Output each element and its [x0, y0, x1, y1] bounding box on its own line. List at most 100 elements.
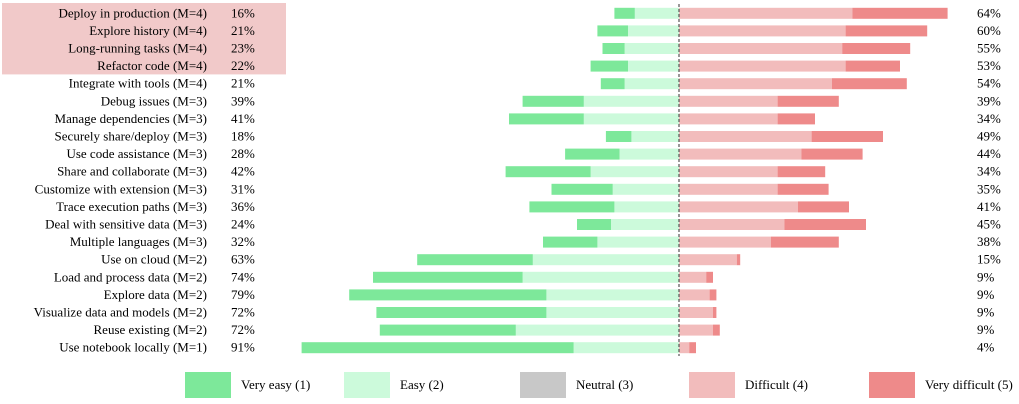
bar-very-easy — [301, 342, 574, 354]
right-percent-label: 55% — [977, 41, 1001, 56]
right-percent-label: 9% — [977, 287, 995, 302]
legend-item: Very difficult (5) — [869, 372, 1013, 398]
bar-easy — [628, 25, 679, 37]
legend-swatch — [689, 372, 735, 398]
left-percent-label: 32% — [231, 234, 255, 249]
bar-difficult — [679, 113, 778, 125]
bar-easy — [546, 289, 679, 301]
bar-difficult — [679, 201, 798, 213]
bar-difficult — [679, 342, 690, 354]
left-percent-label: 16% — [231, 5, 255, 20]
bar-easy — [590, 166, 679, 178]
category-label: Explore history (M=4) — [89, 23, 207, 38]
category-label: Manage dependencies (M=3) — [55, 111, 207, 126]
legend-label: Difficult (4) — [745, 377, 808, 392]
category-label: Use notebook locally (M=1) — [59, 340, 207, 355]
category-label: Customize with extension (M=3) — [35, 181, 207, 196]
bar-very-easy — [605, 131, 632, 142]
right-percent-label: 64% — [977, 5, 1001, 20]
left-percent-label: 36% — [231, 199, 255, 214]
category-label: Multiple languages (M=3) — [70, 234, 207, 249]
bar-very-easy — [379, 324, 516, 336]
bar-difficult — [679, 254, 737, 266]
bar-difficult — [679, 271, 707, 283]
left-percent-label: 91% — [231, 340, 255, 355]
bar-easy — [624, 43, 679, 54]
bar-difficult — [679, 131, 812, 142]
category-label: Trace execution paths (M=3) — [56, 199, 207, 214]
bar-very-difficult — [689, 342, 696, 354]
left-percent-label: 39% — [231, 93, 255, 108]
bar-very-difficult — [777, 113, 815, 125]
category-label: Securely share/deploy (M=3) — [55, 129, 207, 144]
right-percent-label: 53% — [977, 58, 1001, 73]
bar-very-difficult — [845, 25, 928, 37]
right-percent-label: 39% — [977, 93, 1001, 108]
bar-very-difficult — [811, 131, 883, 142]
left-percent-label: 41% — [231, 111, 255, 126]
right-percent-label: 9% — [977, 322, 995, 337]
bar-difficult — [679, 183, 778, 195]
bar-very-difficult — [852, 7, 948, 19]
category-label: Use code assistance (M=3) — [66, 146, 207, 161]
category-label: Integrate with tools (M=4) — [69, 76, 207, 91]
bar-very-easy — [614, 7, 635, 19]
legend-swatch — [869, 372, 915, 398]
bar-very-easy — [577, 219, 611, 230]
bar-very-difficult — [777, 183, 829, 195]
right-percent-label: 34% — [977, 111, 1001, 126]
left-percent-label: 42% — [231, 164, 255, 179]
bar-very-difficult — [801, 148, 863, 160]
right-percent-label: 15% — [977, 252, 1001, 267]
bar-difficult — [679, 78, 832, 90]
bar-easy — [634, 7, 679, 19]
bar-easy — [612, 183, 679, 195]
right-percent-label: 54% — [977, 76, 1001, 91]
legend-label: Very easy (1) — [241, 377, 311, 392]
bar-very-easy — [373, 271, 523, 283]
legend-swatch — [185, 372, 231, 398]
right-percent-label: 49% — [977, 129, 1001, 144]
bar-difficult — [679, 25, 846, 37]
category-label: Deploy in production (M=4) — [58, 5, 207, 20]
legend-swatch — [520, 372, 566, 398]
left-percent-label: 23% — [231, 41, 255, 56]
bar-easy — [611, 219, 679, 230]
bar-very-difficult — [842, 43, 911, 54]
left-percent-label: 21% — [231, 76, 255, 91]
left-percent-label: 24% — [231, 217, 255, 232]
legend-label: Neutral (3) — [576, 377, 634, 392]
legend-label: Very difficult (5) — [925, 377, 1013, 392]
bar-very-easy — [565, 148, 620, 160]
bar-very-difficult — [736, 254, 741, 266]
bar-easy — [597, 236, 679, 248]
bar-easy — [532, 254, 679, 266]
bar-very-difficult — [832, 78, 907, 90]
bar-easy — [573, 342, 679, 354]
legend-label: Easy (2) — [400, 377, 444, 392]
bar-easy — [583, 113, 679, 125]
bar-difficult — [679, 60, 846, 72]
bar-very-difficult — [777, 95, 839, 107]
category-label: Visualize data and models (M=2) — [34, 305, 207, 320]
left-percent-label: 72% — [231, 322, 255, 337]
bar-difficult — [679, 95, 778, 107]
bar-very-easy — [522, 95, 584, 107]
bar-difficult — [679, 43, 843, 54]
right-percent-label: 9% — [977, 305, 995, 320]
category-label: Debug issues (M=3) — [101, 93, 207, 108]
left-percent-label: 28% — [231, 146, 255, 161]
left-percent-label: 79% — [231, 287, 255, 302]
category-label: Share and collaborate (M=3) — [57, 164, 207, 179]
left-percent-label: 21% — [231, 23, 255, 38]
left-percent-label: 63% — [231, 252, 255, 267]
bar-easy — [583, 95, 679, 107]
bar-very-difficult — [713, 324, 720, 336]
right-percent-label: 44% — [977, 146, 1001, 161]
category-label: Reuse existing (M=2) — [94, 322, 207, 337]
bar-difficult — [679, 166, 778, 178]
category-label: Refactor code (M=4) — [97, 58, 207, 73]
right-percent-label: 38% — [977, 234, 1001, 249]
bar-very-easy — [349, 289, 547, 301]
